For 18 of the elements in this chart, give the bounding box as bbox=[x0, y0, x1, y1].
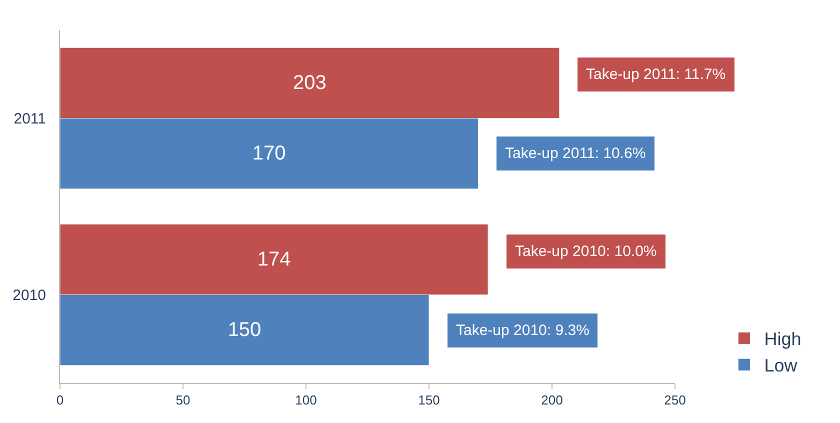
y-tick-label: 2010 bbox=[12, 287, 46, 304]
annotation: Take-up 2011: 11.7% bbox=[586, 66, 726, 83]
x-tick-label: 150 bbox=[418, 392, 440, 408]
data-label: 150 bbox=[228, 319, 262, 342]
legend-label: Low bbox=[764, 356, 798, 376]
data-label: 203 bbox=[293, 72, 326, 94]
y-tick-label: 2011 bbox=[14, 110, 46, 128]
x-tick-label: 100 bbox=[295, 392, 317, 408]
annotation: Take-up 2011: 10.6% bbox=[505, 145, 646, 162]
x-tick-label: 200 bbox=[541, 392, 563, 408]
x-tick-label: 250 bbox=[664, 392, 686, 408]
annotation: Take-up 2010: 10.0% bbox=[515, 243, 657, 260]
data-label: 174 bbox=[257, 248, 291, 270]
annotation: Take-up 2010: 9.3% bbox=[456, 322, 590, 339]
x-tick-label: 50 bbox=[176, 392, 190, 408]
legend-label: High bbox=[764, 329, 802, 350]
x-tick-label: 0 bbox=[56, 392, 64, 408]
data-label: 170 bbox=[252, 142, 286, 165]
